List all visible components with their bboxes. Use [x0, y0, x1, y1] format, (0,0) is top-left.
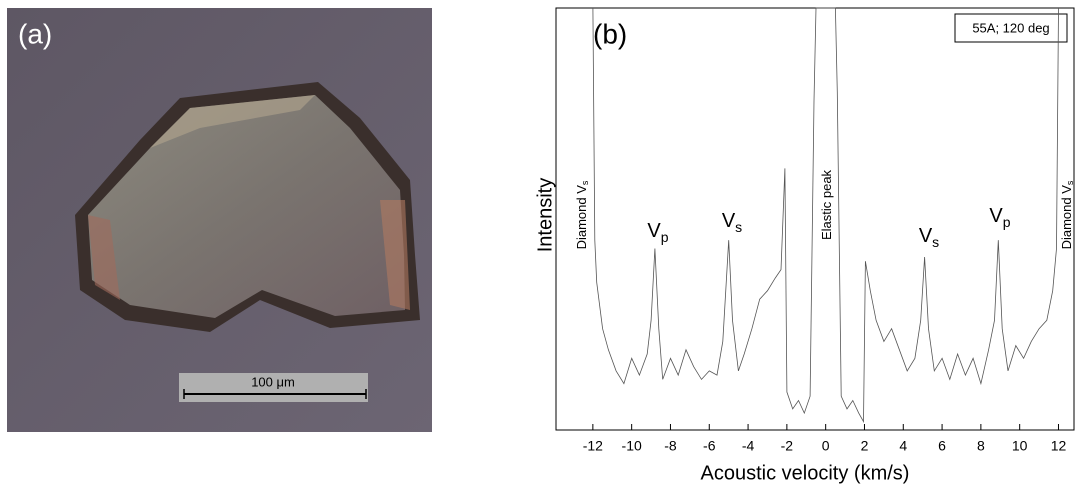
x-tick-label: -10 — [622, 438, 642, 454]
photo: 100 μm (a) — [7, 8, 432, 432]
annotation-subscript: s — [932, 234, 939, 250]
annotation-subscript: s — [580, 180, 590, 185]
annotation-text: V — [647, 220, 661, 242]
x-tick-label: -2 — [781, 438, 794, 454]
annotation-subscript: p — [1003, 214, 1011, 230]
data-line — [592, 7, 1059, 424]
annotation: Diamond Vs — [574, 180, 590, 249]
x-tick-label: 10 — [1012, 438, 1028, 454]
x-tick-label: 2 — [861, 438, 869, 454]
annotation-subscript: p — [661, 229, 669, 245]
annotation: Vs — [919, 225, 939, 249]
annotation-text: V — [722, 210, 736, 232]
scale-bar-label: 100 μm — [251, 374, 295, 389]
annotation-text: Diamond V — [574, 185, 589, 250]
annotation: Vp — [647, 220, 668, 244]
annotation: Elastic peak — [819, 169, 834, 240]
annotation: Diamond Vs — [1059, 180, 1075, 249]
annotation-text: V — [989, 205, 1003, 227]
panel-label: (a) — [18, 18, 52, 49]
legend-text: 55A; 120 deg — [972, 20, 1049, 35]
x-tick-label: -6 — [703, 438, 716, 454]
legend-box — [954, 13, 1068, 43]
annotation: Vp — [989, 205, 1010, 229]
x-tick-label: 4 — [899, 438, 907, 454]
annotation-subscript: s — [1065, 180, 1075, 185]
annotation-text: Diamond V — [1059, 185, 1074, 250]
x-tick-label: -12 — [583, 438, 603, 454]
y-axis-label: Intensity — [534, 178, 556, 252]
x-tick-label: 12 — [1051, 438, 1067, 454]
annotation: Vs — [722, 210, 742, 234]
annotation-subscript: s — [735, 219, 742, 235]
x-tick-label: 8 — [977, 438, 985, 454]
x-tick-label: 6 — [938, 438, 946, 454]
x-tick-label: -4 — [742, 438, 755, 454]
x-tick-label: 0 — [822, 438, 830, 454]
annotation-text: Elastic peak — [819, 169, 834, 240]
x-tick-label: -8 — [664, 438, 677, 454]
annotation-text: V — [919, 225, 933, 247]
plot-frame — [555, 7, 1075, 431]
x-axis-label: Acoustic velocity (km/s) — [701, 462, 910, 484]
panel-label: (b) — [593, 18, 627, 49]
